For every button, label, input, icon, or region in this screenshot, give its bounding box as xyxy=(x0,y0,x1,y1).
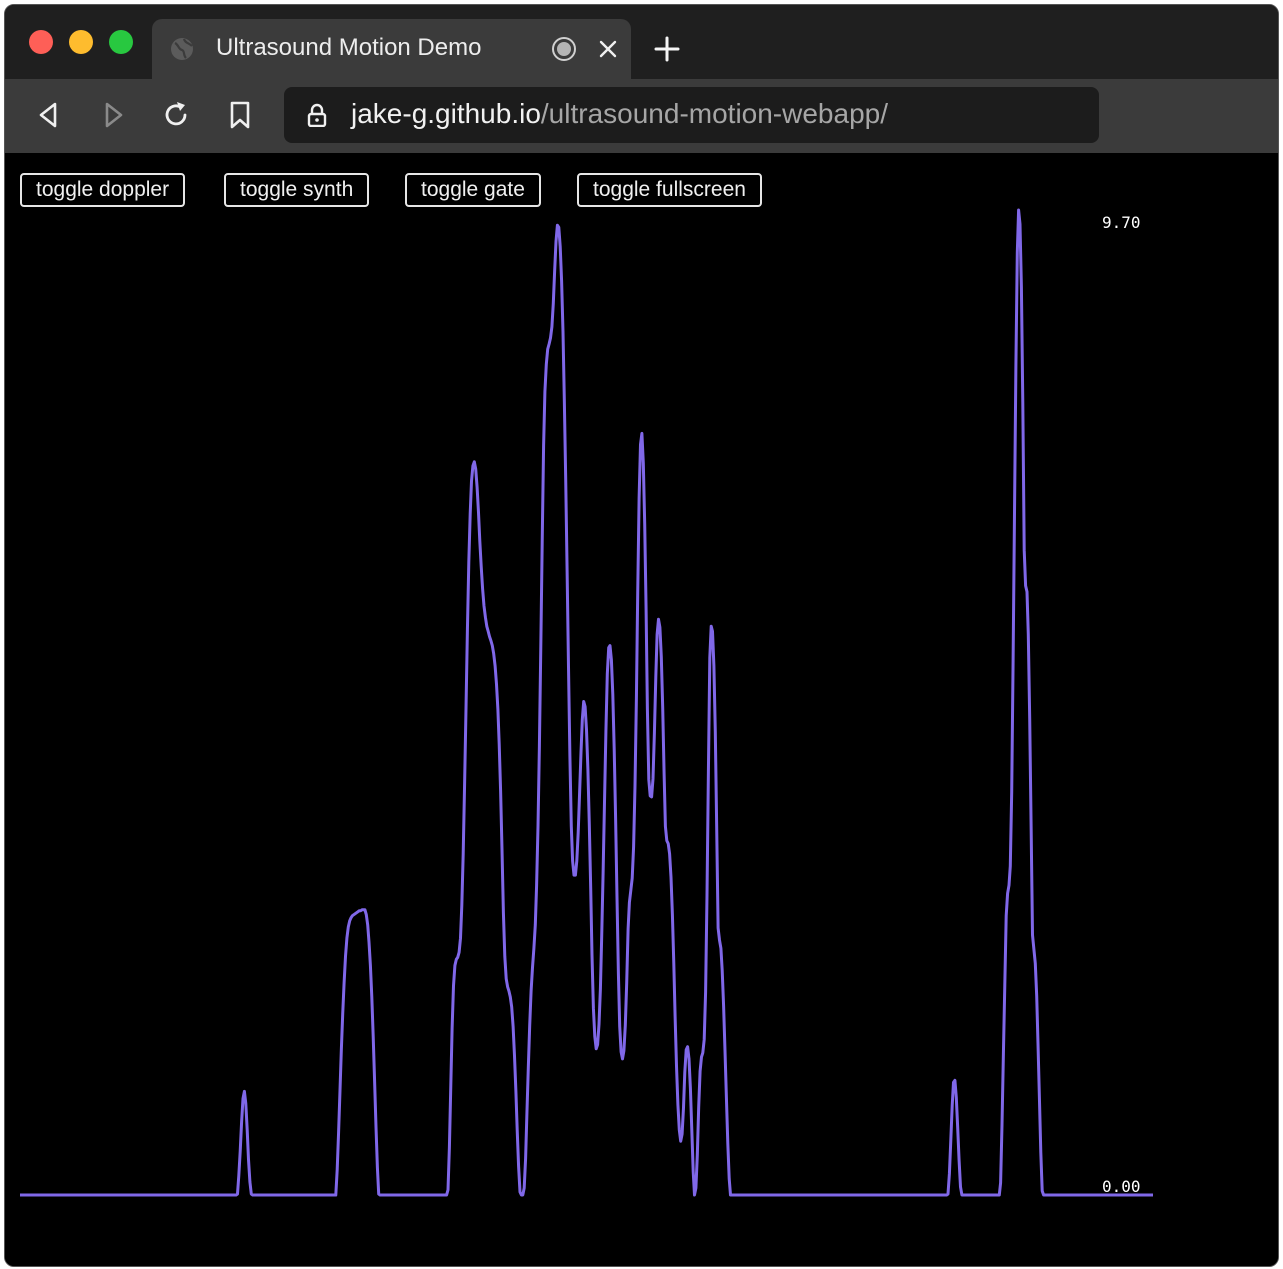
url-path: /ultrasound-motion-webapp/ xyxy=(540,98,888,129)
browser-window: Ultrasound Motion Demo xyxy=(4,4,1279,1267)
toggle-gate-button[interactable]: toggle gate xyxy=(405,173,541,207)
bookmark-icon[interactable] xyxy=(224,99,256,131)
reload-icon[interactable] xyxy=(160,99,192,131)
browser-tab[interactable]: Ultrasound Motion Demo xyxy=(152,19,631,79)
url-text: jake-g.github.io/ultrasound-motion-webap… xyxy=(351,98,888,130)
forward-icon[interactable] xyxy=(97,99,129,131)
toggle-doppler-button[interactable]: toggle doppler xyxy=(20,173,186,207)
motion-plot: 9.70 0.00 xyxy=(19,208,1154,1197)
lock-icon xyxy=(307,103,327,127)
address-bar[interactable]: jake-g.github.io/ultrasound-motion-webap… xyxy=(284,87,1099,143)
y-max-label: 9.70 xyxy=(1102,213,1141,232)
toggle-fullscreen-button[interactable]: toggle fullscreen xyxy=(577,173,762,207)
back-icon[interactable] xyxy=(33,99,65,131)
title-bar: Ultrasound Motion Demo xyxy=(5,5,1278,79)
navigation-toolbar: jake-g.github.io/ultrasound-motion-webap… xyxy=(5,79,1278,153)
toggle-synth-button[interactable]: toggle synth xyxy=(224,173,370,207)
signal-line xyxy=(19,208,1154,1197)
record-icon[interactable] xyxy=(551,36,577,62)
minimize-window-button[interactable] xyxy=(69,30,93,54)
close-icon[interactable] xyxy=(597,38,619,60)
close-window-button[interactable] xyxy=(29,30,53,54)
url-host: jake-g.github.io xyxy=(351,98,541,129)
globe-icon xyxy=(171,38,193,60)
tab-title: Ultrasound Motion Demo xyxy=(216,34,482,61)
page-content: 9.70 0.00 toggle doppler toggle synth to… xyxy=(5,153,1278,1266)
y-min-label: 0.00 xyxy=(1102,1177,1141,1196)
plus-icon[interactable] xyxy=(653,35,681,63)
zoom-window-button[interactable] xyxy=(109,30,133,54)
